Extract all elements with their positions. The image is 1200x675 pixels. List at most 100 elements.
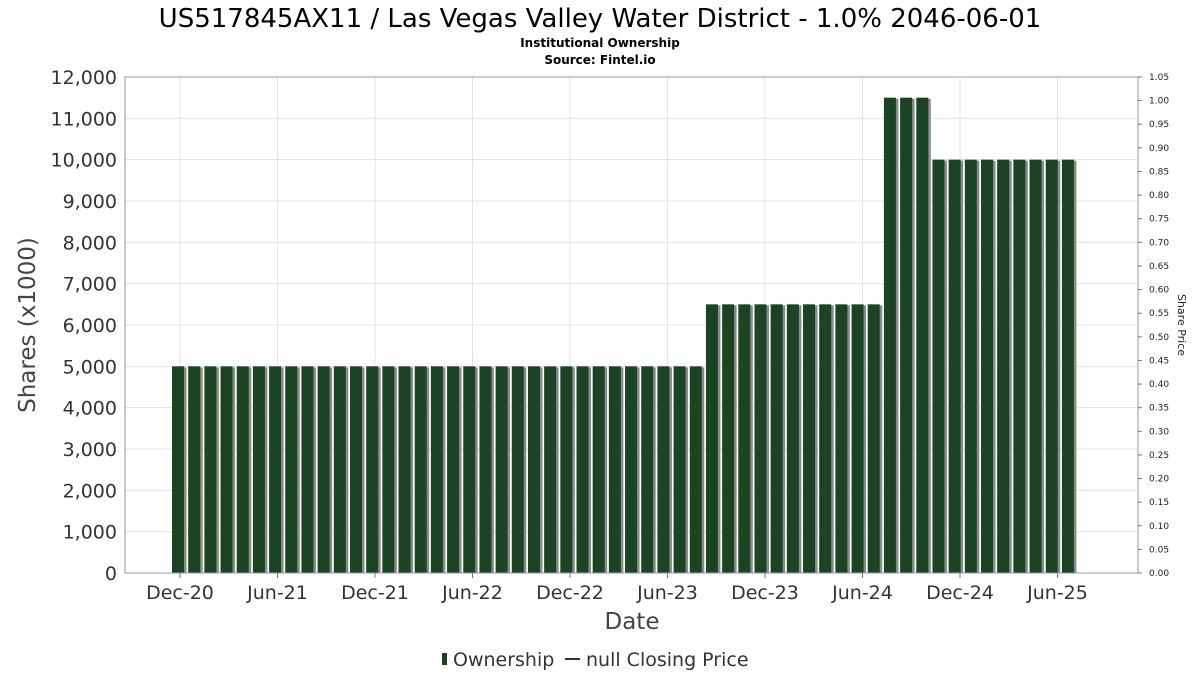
y2-tick-label: 0.25: [1149, 451, 1169, 461]
ownership-bar: [997, 159, 1010, 573]
y-axis: 0 1,000 2,000 3,000 4,000 5,000 6,000 7,000 8,00…: [51, 67, 117, 585]
y-tick-label: 11,000: [51, 108, 117, 130]
ownership-bar: [738, 304, 751, 573]
x-axis: Dec-20 Jun-21 Dec-21 Jun-22 Dec-22 Jun-23 Dec-…: [146, 573, 1088, 604]
ownership-bar: [867, 304, 880, 573]
ownership-bar: [657, 366, 670, 573]
y2-axis-label: Share Price: [1175, 294, 1188, 356]
ownership-bar: [527, 366, 540, 573]
ownership-bar: [641, 366, 654, 573]
y2-tick-label: 0.45: [1149, 356, 1169, 366]
ownership-bar: [301, 366, 314, 573]
ownership-bar: [269, 366, 282, 573]
y-tick-label: 1,000: [63, 522, 117, 544]
ownership-bar: [1061, 159, 1074, 573]
x-tick-label: Jun-22: [441, 582, 503, 604]
x-tick-label: Jun-23: [636, 582, 698, 604]
y2-tick-label: 0.00: [1149, 569, 1169, 579]
x-tick-label: Jun-21: [246, 582, 308, 604]
y2-tick-label: 0.60: [1149, 286, 1169, 296]
legend-price-label: null Closing Price: [586, 649, 749, 671]
x-tick-label: Dec-23: [731, 582, 799, 604]
ownership-bar: [625, 366, 638, 573]
y-tick-label: 4,000: [63, 398, 117, 420]
x-tick-label: Jun-24: [831, 582, 893, 604]
ownership-bar: [722, 304, 735, 573]
y-tick-label: 6,000: [63, 315, 117, 337]
ownership-bar: [576, 366, 589, 573]
chart-source: Source: Fintel.io: [544, 53, 655, 67]
ownership-bar: [1029, 159, 1042, 573]
bars-layer: [172, 97, 1077, 574]
plot-frame: [124, 76, 1139, 574]
y2-tick-label: 0.40: [1149, 380, 1169, 390]
y2-tick-label: 0.10: [1149, 522, 1169, 532]
y2-tick-label: 0.30: [1149, 427, 1169, 437]
ownership-bar: [382, 366, 395, 573]
ownership-bar: [786, 304, 799, 573]
ownership-bar: [705, 304, 718, 573]
x-tick-label: Dec-24: [926, 582, 994, 604]
y-tick-label: 3,000: [63, 439, 117, 461]
legend-ownership-swatch: [442, 653, 447, 665]
ownership-bar: [1045, 159, 1058, 573]
y-axis-label: Shares (x1000): [15, 237, 41, 413]
y-tick-label: 5,000: [63, 356, 117, 378]
ownership-bar: [883, 97, 896, 574]
ownership-bar: [835, 304, 848, 573]
secondary-y-axis: 0.00 0.05 0.10 0.15 0.20 0.25 0.30 0.35 0.40 0.45…: [1138, 73, 1169, 579]
ownership-bar: [544, 366, 557, 573]
legend: Ownership null Closing Price: [442, 649, 749, 671]
y2-tick-label: 0.05: [1149, 545, 1169, 555]
ownership-bar: [333, 366, 346, 573]
ownership-bar: [188, 366, 201, 573]
y2-tick-label: 0.85: [1149, 167, 1169, 177]
y-tick-label: 12,000: [51, 67, 117, 89]
y2-tick-label: 0.55: [1149, 309, 1169, 319]
ownership-bar: [285, 366, 298, 573]
y-tick-label: 10,000: [51, 150, 117, 172]
y2-tick-label: 0.20: [1149, 475, 1169, 485]
ownership-bar: [770, 304, 783, 573]
y2-tick-label: 0.65: [1149, 262, 1169, 272]
ownership-bar: [204, 366, 217, 573]
y2-tick-label: 0.70: [1149, 238, 1169, 248]
ownership-bar: [916, 97, 929, 574]
ownership-bar: [981, 159, 993, 573]
y2-tick-label: 0.80: [1149, 191, 1169, 201]
ownership-bar: [964, 159, 977, 573]
ownership-bar: [447, 366, 460, 573]
y-tick-label: 8,000: [63, 232, 117, 254]
ownership-bar: [948, 159, 961, 573]
ownership-bar: [414, 366, 427, 573]
y2-tick-label: 0.90: [1149, 144, 1169, 154]
y2-tick-label: 0.50: [1149, 333, 1169, 343]
ownership-bar: [317, 366, 330, 573]
y2-tick-label: 0.35: [1149, 404, 1169, 414]
y-tick-label: 2,000: [63, 480, 117, 502]
ownership-bar: [592, 366, 605, 573]
ownership-bar: [398, 366, 411, 573]
y2-tick-label: 0.15: [1149, 498, 1169, 508]
y2-tick-label: 1.00: [1149, 97, 1169, 107]
ownership-bar: [932, 159, 945, 573]
ownership-bar: [673, 366, 686, 573]
ownership-bar: [495, 366, 508, 573]
legend-ownership-label: Ownership: [453, 649, 554, 671]
x-axis-label: Date: [605, 609, 660, 635]
ownership-bar: [430, 366, 443, 573]
x-tick-label: Dec-22: [536, 582, 604, 604]
x-tick-label: Dec-20: [146, 582, 214, 604]
ownership-bar: [1013, 159, 1026, 573]
ownership-bar: [349, 366, 362, 573]
y2-tick-label: 1.05: [1149, 73, 1169, 83]
y2-tick-label: 0.75: [1149, 215, 1169, 225]
ownership-bar: [236, 366, 249, 573]
ownership-bar: [511, 366, 524, 573]
ownership-bar: [803, 304, 816, 573]
ownership-bar: [851, 304, 864, 573]
x-tick-label: Jun-25: [1026, 582, 1088, 604]
ownership-bar: [754, 304, 767, 573]
ownership-bar: [366, 366, 379, 573]
